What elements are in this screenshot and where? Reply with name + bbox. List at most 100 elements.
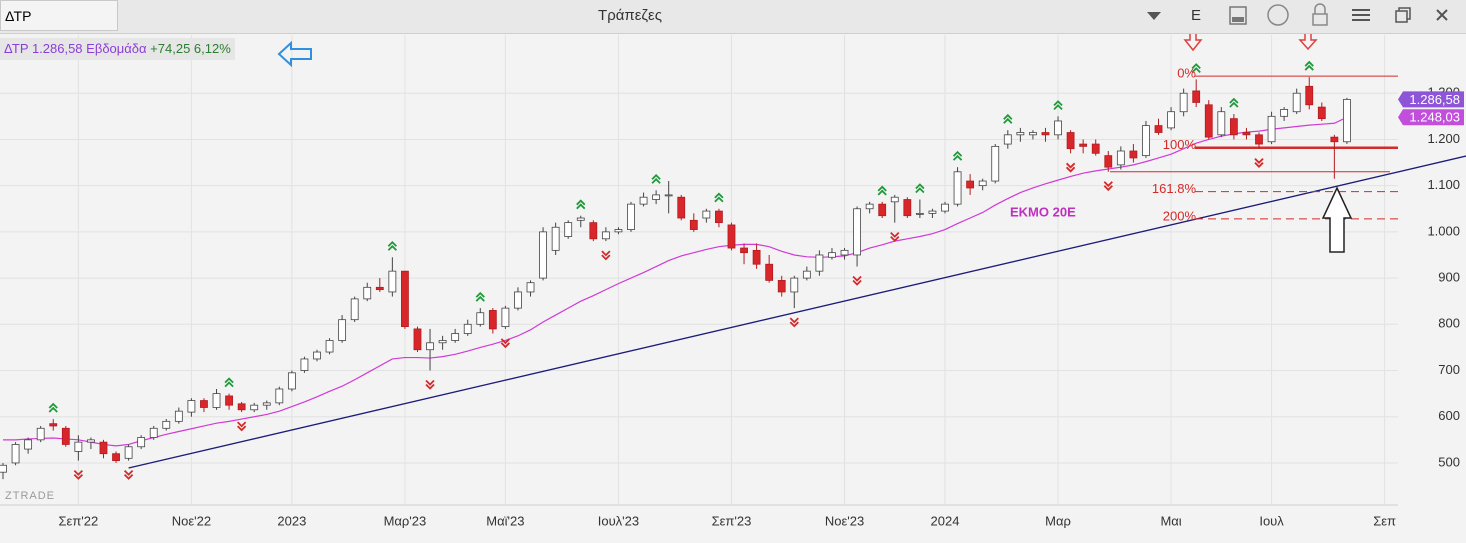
plot: [0, 35, 1466, 505]
fractal-up: [224, 377, 234, 388]
fractal-up: [475, 291, 485, 302]
candle-body: [865, 203, 874, 210]
close-icon[interactable]: [1436, 9, 1448, 21]
candle-body: [426, 342, 434, 351]
symbol-input[interactable]: ΔΤΡ: [0, 0, 118, 31]
price-tag-label: 1.248,03: [1409, 110, 1460, 125]
dropdown-icon[interactable]: [1147, 12, 1161, 20]
y-tick-label: 900: [1438, 270, 1460, 285]
info-change-pct: 6,12%: [193, 41, 231, 56]
candle-body: [539, 231, 547, 279]
candle-body: [941, 203, 949, 212]
candle-body: [702, 210, 711, 219]
candle-body: [978, 180, 987, 187]
fractal-up: [576, 199, 586, 210]
info-change: +74,25: [150, 41, 191, 56]
panel-icon[interactable]: [1229, 6, 1247, 25]
x-tick-label: Σεπ'22: [58, 513, 98, 528]
y-tick-label: 500: [1438, 454, 1460, 469]
x-tick-label: 2023: [277, 513, 306, 528]
fractal-up: [48, 402, 58, 413]
candle-body: [149, 427, 158, 438]
candle-body: [1330, 136, 1339, 143]
candle-body: [1104, 155, 1113, 168]
candle-body: [375, 286, 384, 291]
x-tick-label: Μαρ'23: [384, 513, 427, 528]
candle-body: [112, 453, 120, 462]
trendline: [128, 155, 1466, 469]
support-arrow: [1321, 186, 1353, 253]
menu-icon[interactable]: [1352, 9, 1370, 21]
restore-icon[interactable]: [1395, 7, 1411, 23]
candle-body: [627, 203, 635, 230]
candle-body: [564, 222, 573, 237]
y-tick-label: 1.200: [1427, 131, 1460, 146]
fractal-up: [1053, 100, 1063, 110]
candle-body: [262, 402, 271, 406]
candle-body: [1154, 125, 1163, 133]
candle-body: [1192, 90, 1201, 103]
candle-body: [752, 249, 761, 265]
candle-body: [1204, 104, 1213, 138]
fractal-up: [915, 183, 925, 194]
candle-body: [576, 217, 585, 221]
info-bar: ΔΤΡ 1.286,58 Εβδομάδα +74,25 6,12%: [0, 38, 235, 60]
x-tick-label: Ιουλ'23: [598, 513, 639, 528]
candle-body: [601, 231, 610, 240]
x-tick-label: Σεπ'23: [712, 513, 752, 528]
candle-body: [1054, 120, 1062, 136]
candle-body: [1129, 150, 1138, 159]
highlight-arrow: [1183, 34, 1203, 52]
ema-line: [3, 116, 1348, 447]
x-tick-label: 2024: [931, 513, 960, 528]
x-tick-label: Μαϊ'23: [486, 513, 524, 528]
fractal-up: [877, 185, 887, 196]
candle-body: [476, 312, 485, 325]
mode-label[interactable]: E: [1191, 7, 1202, 24]
candle-body: [1343, 99, 1351, 143]
fractal-down: [123, 469, 134, 480]
candle-body: [350, 298, 359, 321]
candle-body: [677, 196, 686, 219]
candle-body: [1242, 132, 1251, 136]
fractal-up: [1191, 63, 1201, 74]
fractal-up: [1229, 97, 1239, 108]
candle-body: [928, 210, 937, 214]
fib-label: 100%: [1163, 137, 1197, 152]
x-tick-label: Μαρ: [1045, 513, 1071, 528]
chart-bg: [0, 34, 1466, 543]
y-tick-label: 1.100: [1427, 177, 1460, 192]
candle-body: [765, 263, 774, 281]
candle-body: [790, 277, 799, 293]
candle-body: [526, 282, 535, 293]
candle-body: [300, 358, 309, 371]
candle-body: [61, 427, 70, 445]
candle-body: [313, 351, 321, 360]
y-tick-label: 700: [1438, 362, 1460, 377]
x-tick-label: Ιουλ: [1259, 513, 1284, 528]
candle-body: [1267, 115, 1276, 143]
candle-body: [652, 194, 661, 200]
panel-icon-fill: [1232, 17, 1244, 22]
candle-body: [413, 328, 422, 351]
candle-body: [915, 212, 924, 215]
toolbar-icons: [1147, 3, 1448, 26]
lock-icon[interactable]: [1312, 13, 1328, 26]
candle-body: [438, 340, 447, 344]
candle-body: [715, 210, 723, 224]
fractal-down: [601, 250, 611, 261]
candle-body: [664, 194, 673, 197]
candle-body: [840, 249, 849, 256]
candle-body: [1317, 106, 1326, 120]
lock-shackle: [1314, 3, 1326, 14]
fractal-up: [651, 174, 661, 184]
candle-body: [87, 439, 95, 443]
candle-body: [325, 340, 334, 353]
candle-body: [514, 291, 522, 309]
fractal-down: [73, 469, 83, 480]
candle-body: [49, 423, 58, 427]
quote-icon[interactable]: [1267, 4, 1289, 26]
candle-body: [853, 208, 861, 256]
candle-body: [991, 145, 1000, 182]
